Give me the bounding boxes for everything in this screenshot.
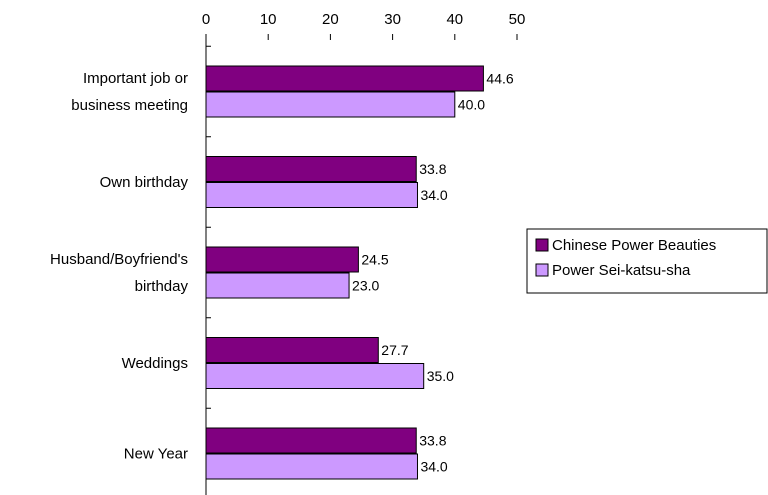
data-label: 44.6 [486,71,513,87]
legend-label: Chinese Power Beauties [552,237,716,254]
bar [205,453,418,480]
category-label: Important job or business meeting [71,70,188,114]
category-label: New Year [124,446,188,463]
category-label-line: Own birthday [100,174,189,191]
bar [205,427,417,454]
category-label-line: Important job or [83,70,188,87]
category-label-line: New Year [124,446,188,463]
category-label-line: business meeting [71,97,188,114]
bars [205,65,484,480]
category-labels: Important job or business meeting Own birt… [50,70,188,463]
legend: Chinese Power Beauties Power Sei-katsu-sh… [526,228,768,294]
x-axis-ticks: 0 10 20 30 40 50 [202,11,526,40]
bar [205,182,418,208]
x-tick-label: 40 [446,11,463,28]
category-label-line: Weddings [122,355,188,372]
bar [205,363,425,389]
category-label-line: Husband/Boyfriend's [50,251,188,268]
bar [205,156,417,182]
x-tick-label: 30 [384,11,401,28]
data-label: 35.0 [427,368,454,384]
bar [205,91,456,118]
legend-label: Power Sei-katsu-sha [552,262,691,279]
x-tick-label: 20 [322,11,339,28]
value-labels: 44.6 33.8 24.5 27.7 33.8 40.0 34.0 23.0 35.0 34.0 [352,71,514,475]
data-label: 27.7 [381,342,408,358]
bar [205,65,484,92]
x-tick-label: 50 [509,11,526,28]
bar [205,337,379,363]
data-label: 40.0 [458,97,485,113]
category-label-line: birthday [135,278,189,295]
category-label: Weddings [122,355,188,372]
legend-swatch [535,238,549,252]
data-label: 24.5 [361,252,388,268]
legend-box [526,228,768,294]
category-label: Own birthday [100,174,189,191]
data-label: 33.8 [419,161,446,177]
data-label: 33.8 [419,433,446,449]
x-tick-label: 0 [202,11,210,28]
y-axis [205,40,211,495]
category-label: Husband/Boyfriend's birthday [50,251,188,295]
data-label: 34.0 [420,459,447,475]
data-label: 23.0 [352,278,379,294]
bar [205,272,350,299]
legend-swatch [535,263,549,277]
data-label: 34.0 [420,187,447,203]
x-tick-label: 10 [260,11,277,28]
bar [205,246,359,273]
